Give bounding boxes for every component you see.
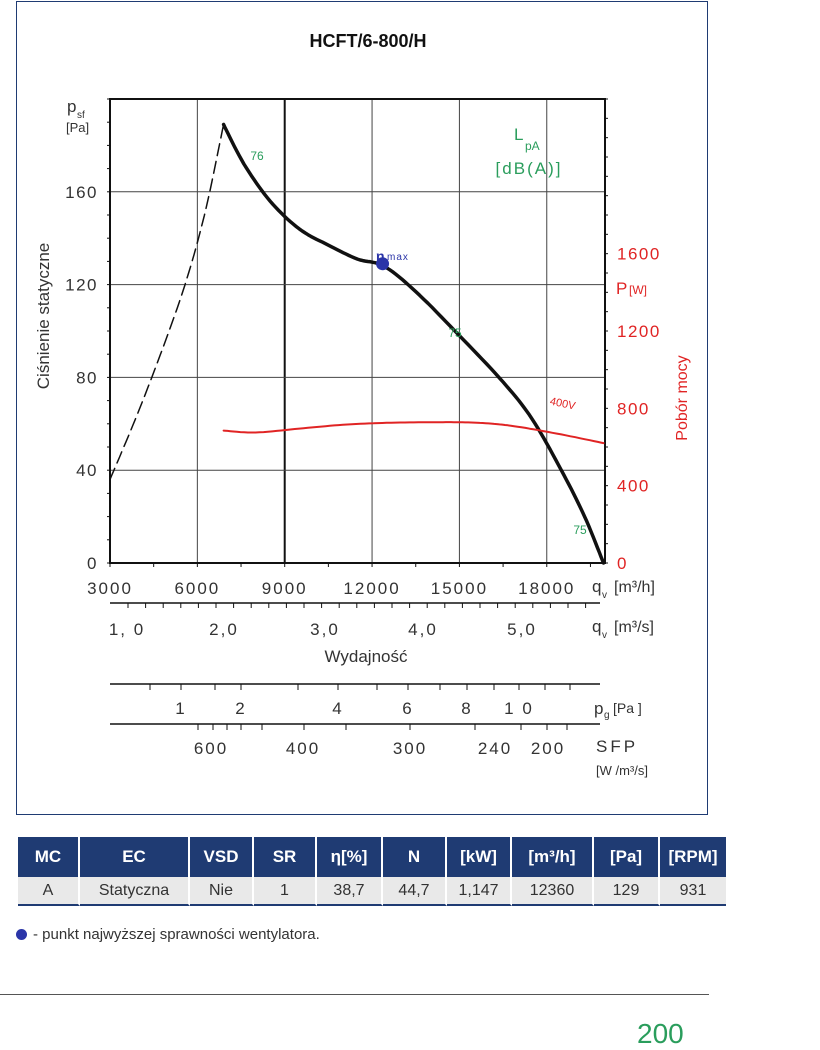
y2-tick-label: 1200 (617, 322, 661, 341)
pg-tick-label: 6 (402, 699, 413, 718)
table-cell: 931 (660, 877, 726, 906)
table-cell: Nie (190, 877, 254, 906)
x-tick-label: 9000 (262, 579, 308, 598)
noise-level-label: 75 (448, 326, 462, 340)
page-number: 200 (637, 1018, 684, 1049)
lpa-symbol: L (514, 125, 523, 144)
x2-unit-label: [m³/s] (614, 619, 654, 636)
pg-unit-label: [Pa ] (613, 700, 642, 716)
table-header-row: MC EC VSD SR η[%] N [kW] [m³/h] [Pa] [RP… (18, 837, 726, 877)
x2-tick-label: 5,0 (507, 620, 537, 639)
col-header: [kW] (447, 837, 512, 877)
y2-axis-title: Pobór mocy (674, 355, 691, 440)
sfp-tick-label: 600 (194, 739, 228, 758)
power-curve-label: 400V (549, 396, 577, 413)
pg-tick-label: 4 (332, 699, 343, 718)
y-unit-symbol: p (67, 97, 76, 116)
table-cell: 1 (254, 877, 317, 906)
table-cell: 1,147 (447, 877, 512, 906)
table-row: A Statyczna Nie 1 38,7 44,7 1,147 12360 … (18, 877, 726, 906)
lpa-subscript: pA (525, 139, 540, 153)
col-header: MC (18, 837, 80, 877)
noise-level-label: 75 (573, 523, 587, 537)
chart-title: HCFT/6-800/H (309, 31, 426, 51)
sfp-tick-label: 400 (286, 739, 320, 758)
sfp-label: SFP (596, 737, 638, 756)
table-cell: 129 (594, 877, 660, 906)
x2-tick-label: 4,0 (408, 620, 438, 639)
pg-unit-symbol: p (594, 699, 603, 718)
eta-subscript: max (387, 252, 409, 263)
y2-tick-label: 1600 (617, 245, 661, 264)
col-header: N (383, 837, 447, 877)
fan-parameters-table: MC EC VSD SR η[%] N [kW] [m³/h] [Pa] [RP… (18, 837, 726, 906)
x2-unit-symbol: q (592, 617, 601, 636)
chart-frame (16, 1, 708, 815)
legend-note-text: - punkt najwyższej sprawności wentylator… (33, 926, 320, 943)
x2-tick-label: 3,0 (310, 620, 340, 639)
col-header: [RPM] (660, 837, 726, 877)
y-tick-label: 120 (65, 276, 98, 295)
x-unit-label: [m³/h] (614, 579, 655, 596)
col-header: η[%] (317, 837, 383, 877)
y-unit-subscript: sf (77, 110, 85, 121)
noise-level-label: 76 (250, 149, 264, 163)
x2-unit-subscript: v (602, 630, 607, 641)
x-tick-label: 12000 (343, 579, 400, 598)
y-tick-label: 80 (76, 368, 98, 387)
col-header: SR (254, 837, 317, 877)
pg-tick-label: 8 (461, 699, 472, 718)
y2-tick-label: 800 (617, 399, 650, 418)
sfp-tick-label: 200 (531, 739, 565, 758)
y-tick-label: 160 (65, 183, 98, 202)
col-header: EC (80, 837, 190, 877)
sfp-tick-label: 240 (478, 739, 512, 758)
sfp-unit-label: [W /m³/s] (596, 763, 648, 778)
y2-tick-label: 400 (617, 477, 650, 496)
pg-tick-label: 1 0 (504, 699, 534, 718)
pg-tick-label: 2 (235, 699, 246, 718)
y-unit-label: [Pa] (66, 120, 89, 135)
eta-symbol: η (376, 248, 385, 264)
y-tick-label: 40 (76, 461, 98, 480)
y2-unit-subscript: [W] (629, 283, 647, 297)
y2-tick-label: 0 (617, 554, 628, 573)
y2-unit-symbol: P (616, 279, 627, 298)
legend-note: - punkt najwyższej sprawności wentylator… (16, 926, 320, 943)
table-cell: 12360 (512, 877, 594, 906)
table-cell: 44,7 (383, 877, 447, 906)
lpa-unit: [dB(A)] (496, 159, 563, 178)
col-header: [Pa] (594, 837, 660, 877)
y-axis-title: Ciśnienie statyczne (34, 243, 53, 389)
col-header: [m³/h] (512, 837, 594, 877)
table-cell: Statyczna (80, 877, 190, 906)
power-curve (222, 421, 605, 445)
x-axis-title: Wydajność (325, 647, 408, 666)
x-tick-label: 18000 (518, 579, 575, 598)
table-cell: A (18, 877, 80, 906)
x-tick-label: 15000 (431, 579, 488, 598)
x-tick-label: 6000 (174, 579, 220, 598)
x-unit-subscript: v (602, 590, 607, 601)
pressure-curve (221, 122, 606, 565)
pg-tick-label: 1 (175, 699, 186, 718)
x2-tick-label: 1, 0 (109, 620, 145, 639)
optimum-point-marker (376, 257, 390, 271)
optimum-point-icon (16, 929, 27, 940)
stall-curve (109, 123, 225, 481)
x-unit-symbol: q (592, 577, 601, 596)
y-tick-label: 0 (87, 554, 98, 573)
sfp-tick-label: 300 (393, 739, 427, 758)
x-tick-label: 3000 (87, 579, 133, 598)
col-header: VSD (190, 837, 254, 877)
pg-unit-subscript: g (604, 710, 610, 721)
x2-tick-label: 2,0 (209, 620, 239, 639)
table-cell: 38,7 (317, 877, 383, 906)
footer-divider (0, 994, 709, 995)
